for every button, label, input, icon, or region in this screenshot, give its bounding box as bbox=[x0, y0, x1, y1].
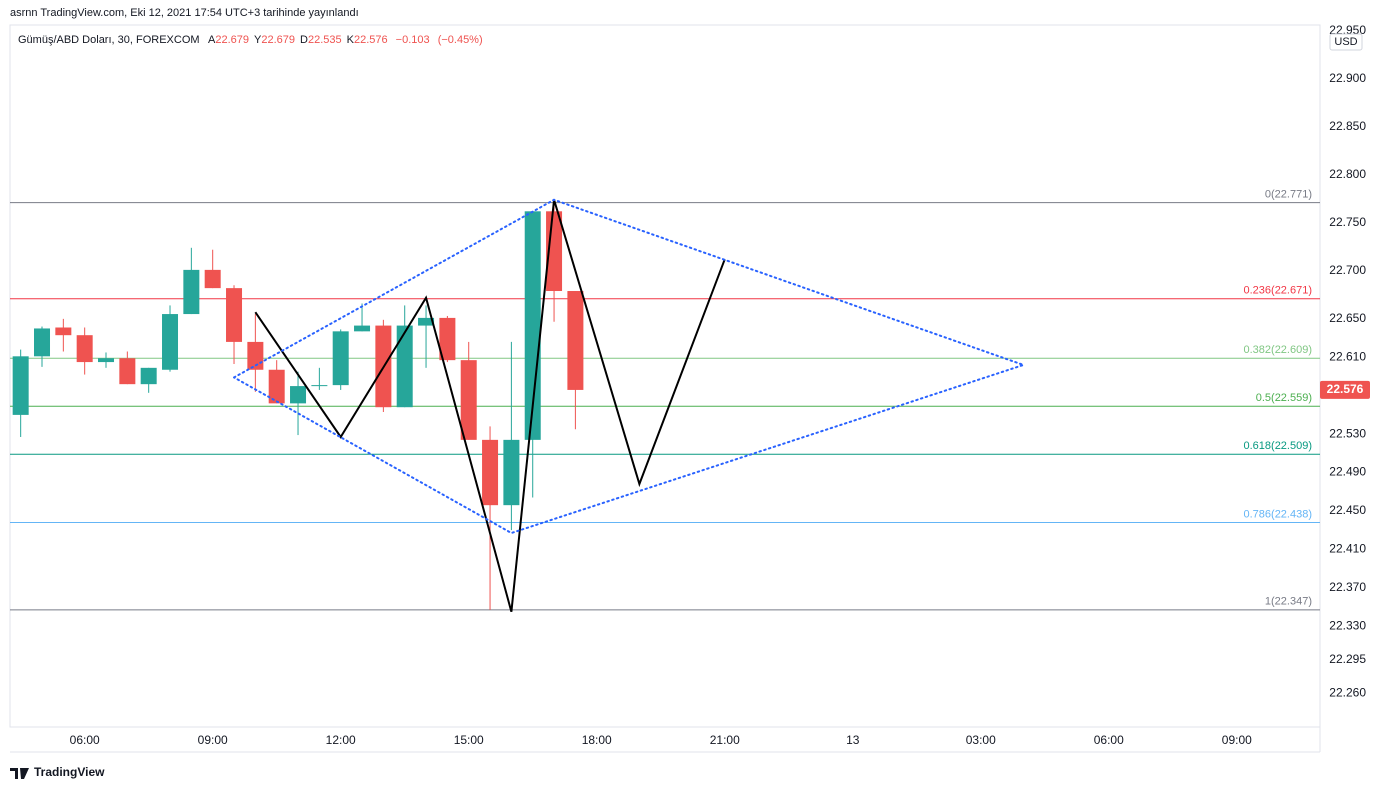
y-tick-label: 22.900 bbox=[1329, 71, 1366, 85]
y-tick-label: 22.330 bbox=[1329, 618, 1366, 632]
zigzag-pattern bbox=[254, 199, 726, 613]
y-tick-label: 22.410 bbox=[1329, 542, 1366, 556]
y-tick-label: 22.750 bbox=[1329, 215, 1366, 229]
legend-field-value: 22.576 bbox=[353, 34, 388, 46]
candle-body bbox=[460, 360, 477, 440]
fib-level-label: 0(22.771) bbox=[1265, 189, 1312, 201]
legend-field-label: A bbox=[208, 34, 216, 46]
legend-field-value: 22.679 bbox=[261, 34, 295, 46]
logo bbox=[10, 768, 29, 779]
fib-level-label: 0.236(22.671) bbox=[1244, 285, 1313, 297]
candle-body bbox=[204, 269, 221, 289]
fib-level-label: 0.786(22.438) bbox=[1244, 508, 1313, 520]
x-tick-label: 06:00 bbox=[70, 733, 100, 747]
candle-body bbox=[482, 439, 499, 506]
legend-fields: A22.679 Y22.679 D22.535 K22.576 bbox=[208, 34, 393, 46]
candle-body bbox=[12, 356, 29, 415]
candle-body bbox=[119, 358, 136, 385]
x-tick-label: 15:00 bbox=[454, 733, 484, 747]
y-tick-label: 22.950 bbox=[1329, 23, 1366, 37]
candle-body bbox=[268, 369, 285, 404]
y-tick-label: 22.850 bbox=[1329, 119, 1366, 133]
diamond-outline bbox=[233, 198, 1027, 535]
fib-level-label: 0.382(22.609) bbox=[1244, 344, 1313, 356]
y-tick-label: 22.295 bbox=[1329, 652, 1366, 666]
y-tick-label: 22.490 bbox=[1329, 465, 1366, 479]
candle-body bbox=[183, 269, 200, 315]
y-tick-label: 22.700 bbox=[1329, 263, 1366, 277]
candle-body bbox=[311, 385, 328, 387]
candle-body bbox=[354, 325, 371, 332]
candle-body bbox=[418, 317, 435, 326]
x-tick-label: 13 bbox=[846, 733, 860, 747]
legend-field-value: 22.535 bbox=[307, 34, 342, 46]
last-price-label: 22.576 bbox=[1327, 382, 1364, 396]
candle-body bbox=[332, 331, 349, 386]
legend-field-label: D bbox=[300, 34, 308, 46]
currency-label: USD bbox=[1334, 36, 1357, 48]
last-price-badge bbox=[1320, 380, 1370, 399]
candle-body bbox=[567, 291, 584, 390]
legend-field-label: K bbox=[346, 34, 354, 46]
legend-symbol: Gümüş/ABD Doları, 30, FOREXCOM bbox=[18, 34, 200, 46]
x-tick-label: 09:00 bbox=[198, 733, 228, 747]
footer: TradingView bbox=[34, 765, 105, 779]
x-tick-label: 12:00 bbox=[326, 733, 356, 747]
y-tick-label: 22.530 bbox=[1329, 426, 1366, 440]
candle-body bbox=[34, 328, 51, 357]
x-tick-label: 06:00 bbox=[1094, 733, 1124, 747]
y-tick-label: 22.450 bbox=[1329, 503, 1366, 517]
x-tick-label: 18:00 bbox=[582, 733, 612, 747]
candle-body bbox=[396, 325, 413, 408]
x-tick-label: 09:00 bbox=[1222, 733, 1252, 747]
legend-change-pct: (−0.45%) bbox=[437, 34, 483, 46]
x-tick-label: 21:00 bbox=[710, 733, 740, 747]
candle-body bbox=[55, 327, 72, 336]
candle-body bbox=[290, 386, 307, 404]
legend: Gümüş/ABD Doları, 30, FOREXCOM A22.679 Y2… bbox=[18, 34, 488, 46]
header: asrnn TradingView.com, Eki 12, 2021 17:5… bbox=[10, 7, 359, 19]
y-tick-label: 22.650 bbox=[1329, 311, 1366, 325]
candle-body bbox=[503, 439, 520, 506]
y-tick-label: 22.610 bbox=[1329, 349, 1366, 363]
candle-body bbox=[226, 288, 243, 342]
candle-body bbox=[524, 211, 541, 440]
candle-body bbox=[162, 314, 179, 370]
legend-field-value: 22.679 bbox=[215, 34, 249, 46]
candle-body bbox=[439, 317, 456, 361]
y-tick-label: 22.800 bbox=[1329, 167, 1366, 181]
fib-level-label: 1(22.347) bbox=[1265, 596, 1312, 608]
x-tick-label: 03:00 bbox=[966, 733, 996, 747]
y-tick-label: 22.370 bbox=[1329, 580, 1366, 594]
candle-body bbox=[140, 367, 157, 385]
fib-level-label: 0.5(22.559) bbox=[1256, 392, 1312, 404]
fib-level-label: 0.618(22.509) bbox=[1244, 440, 1313, 452]
legend-change: −0.103 bbox=[395, 34, 430, 46]
currency-badge bbox=[1329, 33, 1363, 51]
legend-field-label: Y bbox=[254, 34, 262, 46]
candle-body bbox=[98, 358, 115, 363]
candle-body bbox=[76, 335, 93, 363]
plot-frame bbox=[9, 24, 1321, 728]
y-tick-label: 22.260 bbox=[1329, 686, 1366, 700]
